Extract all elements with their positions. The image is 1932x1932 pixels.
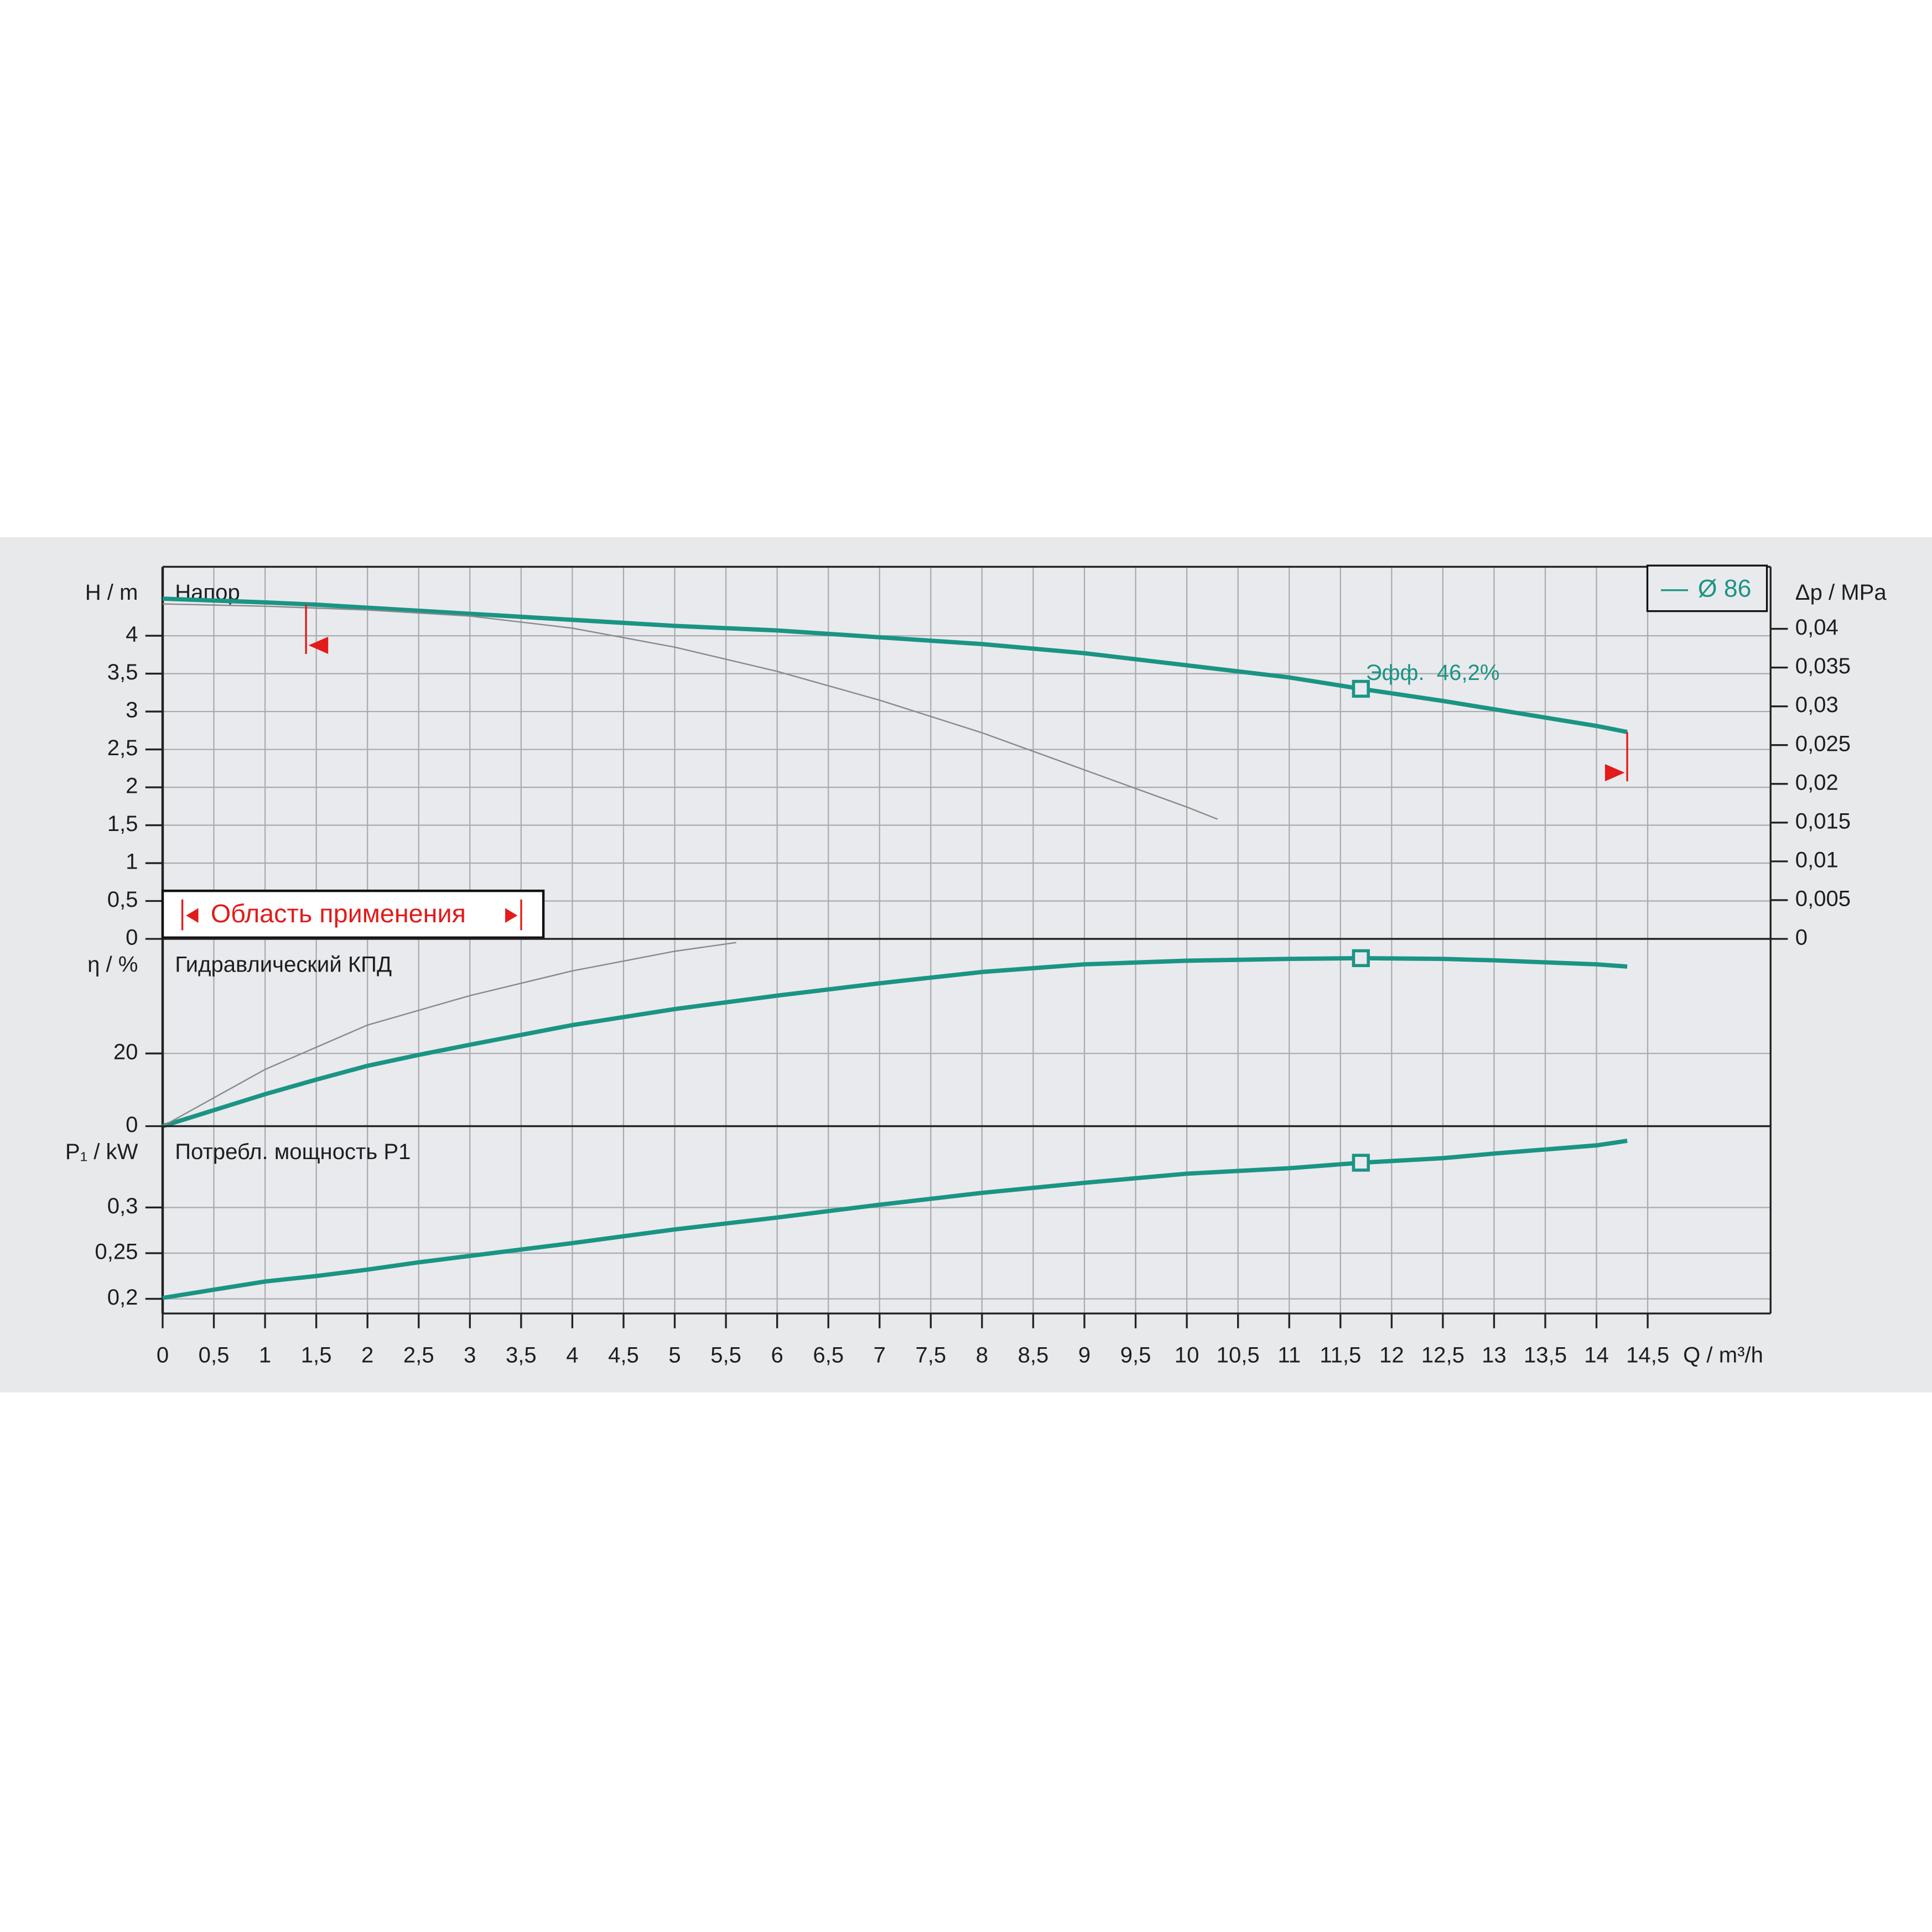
range-legend-label: Область применения [211, 899, 466, 928]
plot-area [162, 567, 1771, 1314]
y2-tick-label: 0,025 [1795, 731, 1851, 756]
curve [162, 942, 736, 1127]
x-tick-label: 4,5 [608, 1343, 639, 1368]
x-tick-label: 2 [361, 1343, 373, 1368]
y2-tick-label: 0,03 [1795, 693, 1838, 717]
x-tick-label: 3,5 [506, 1343, 537, 1368]
legend-label: Ø 86 [1698, 575, 1752, 603]
x-tick-label: 9 [1078, 1343, 1090, 1368]
x-tick-label: 11 [1277, 1343, 1301, 1368]
x-tick-label: 14 [1584, 1343, 1609, 1368]
x-tick-label: 11,5 [1320, 1343, 1361, 1368]
curve [162, 955, 1628, 1129]
range-legend-arrow [505, 908, 518, 923]
x-tick-label: 2,5 [403, 1343, 434, 1368]
y2-tick-label: 0 [1795, 926, 1808, 950]
range-arrow [308, 636, 329, 655]
x-tick-label: 14,5 [1626, 1343, 1669, 1368]
y2-tick-label: 0,04 [1795, 615, 1838, 640]
x-tick-label: 13,5 [1524, 1343, 1567, 1368]
y-tick-label: 0 [126, 1113, 138, 1137]
y-axis-label: H / m [85, 580, 138, 605]
x-tick-label: 12,5 [1421, 1343, 1464, 1368]
y2-tick-label: 0,005 [1795, 887, 1851, 911]
curve [162, 596, 1628, 734]
operating-point [1352, 679, 1370, 698]
curve [162, 1139, 1628, 1300]
y-tick-label: 3 [126, 698, 138, 723]
y-axis-label: η / % [87, 953, 138, 977]
x-tick-label: 9,5 [1120, 1343, 1151, 1368]
y-axis-label: P₁ / kW [65, 1140, 138, 1164]
x-tick-label: 8 [976, 1343, 988, 1368]
x-tick-label: 7,5 [915, 1343, 946, 1368]
x-tick-label: 8,5 [1018, 1343, 1049, 1368]
y-tick-label: 2 [126, 774, 138, 798]
x-tick-label: 1 [259, 1343, 271, 1368]
range-legend-arrow [186, 908, 199, 923]
y-tick-label: 4 [126, 622, 138, 647]
y-tick-label: 0,3 [107, 1194, 138, 1218]
x-tick-label: 0 [157, 1343, 169, 1368]
y-tick-label: 0,5 [107, 887, 138, 912]
range-legend-box [161, 889, 545, 939]
operating-point-label: Эфф. 46,2% [1366, 661, 1500, 685]
y-tick-label: 0,25 [95, 1240, 138, 1264]
operating-point [1352, 1154, 1370, 1172]
range-arrow [1605, 764, 1625, 782]
y-tick-label: 0 [126, 926, 138, 950]
x-tick-label: 13 [1482, 1343, 1507, 1368]
x-tick-label: 6 [771, 1343, 783, 1368]
x-tick-label: 6,5 [813, 1343, 844, 1368]
y2-axis-label: Δp / MPa [1795, 580, 1887, 605]
y-tick-label: 1 [126, 850, 138, 874]
y-tick-label: 3,5 [107, 660, 138, 684]
x-tick-label: 5 [668, 1343, 681, 1368]
legend-box [1646, 564, 1768, 612]
x-tick-label: 7 [874, 1343, 886, 1368]
y2-tick-label: 0,035 [1795, 654, 1851, 678]
x-tick-label: 10 [1175, 1343, 1199, 1368]
y2-tick-label: 0,015 [1795, 809, 1851, 833]
y-tick-label: 20 [113, 1040, 138, 1064]
curve [162, 603, 1218, 820]
chart-layer: 00,511,522,533,5400,0050,010,0150,020,02… [65, 564, 1887, 1368]
x-tick-label: 0,5 [199, 1343, 230, 1368]
panel-title: Потребл. мощность P1 [175, 1140, 411, 1164]
y2-tick-label: 0,02 [1795, 770, 1838, 794]
y-tick-label: 0,2 [107, 1285, 138, 1310]
x-tick-label: 10,5 [1217, 1343, 1260, 1368]
y-tick-label: 1,5 [107, 812, 138, 836]
operating-point [1352, 949, 1370, 967]
panel-title: Гидравлический КПД [175, 953, 392, 977]
y-tick-label: 2,5 [107, 736, 138, 760]
x-tick-label: 1,5 [301, 1343, 332, 1368]
x-tick-label: 4 [566, 1343, 578, 1368]
x-tick-label: 5,5 [710, 1343, 741, 1368]
x-tick-label: 12 [1379, 1343, 1404, 1368]
y2-tick-label: 0,01 [1795, 848, 1838, 872]
x-tick-label: 3 [464, 1343, 476, 1368]
x-axis-label: Q / m³/h [1683, 1343, 1763, 1368]
